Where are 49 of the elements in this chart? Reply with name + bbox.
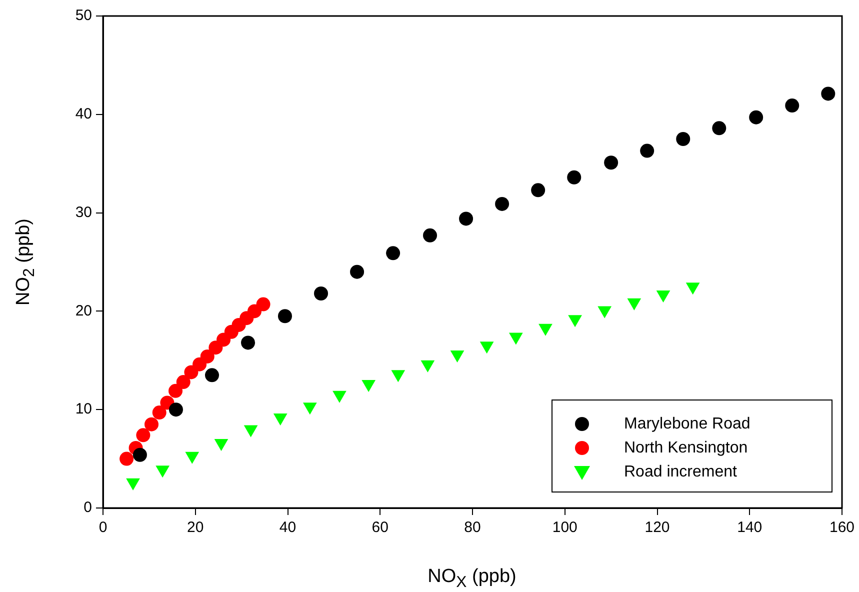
x-tick-label: 140 xyxy=(737,519,762,536)
point xyxy=(152,406,166,420)
point xyxy=(676,132,690,146)
point xyxy=(821,86,836,101)
y-tick-label: 50 xyxy=(75,7,92,24)
point xyxy=(531,183,546,198)
y-tick-label: 30 xyxy=(75,204,92,221)
point xyxy=(350,264,364,279)
point xyxy=(459,212,474,226)
point xyxy=(314,286,328,300)
x-tick-label: 60 xyxy=(372,519,388,536)
point xyxy=(423,228,438,242)
y-tick-label: 40 xyxy=(75,106,92,123)
point xyxy=(205,368,220,382)
point xyxy=(604,156,618,170)
legend-label: Road increment xyxy=(624,463,738,480)
point xyxy=(192,357,207,372)
point xyxy=(136,428,150,442)
point xyxy=(278,309,292,324)
point xyxy=(168,384,183,398)
x-tick-label: 0 xyxy=(98,519,108,536)
point xyxy=(144,417,158,432)
point xyxy=(386,246,400,260)
y-tick-label: 20 xyxy=(75,302,92,320)
x-tick-label: 100 xyxy=(552,519,578,536)
y-tick-label: 0 xyxy=(84,499,92,516)
point xyxy=(712,121,726,136)
point xyxy=(241,336,256,350)
point xyxy=(176,375,190,390)
y-tick-label: 10 xyxy=(75,400,92,418)
point xyxy=(785,98,800,113)
point xyxy=(184,365,198,380)
point xyxy=(256,297,270,312)
x-tick-label: 20 xyxy=(187,519,204,536)
x-tick-label: 160 xyxy=(829,519,855,536)
point xyxy=(640,144,654,158)
point xyxy=(567,170,582,184)
point xyxy=(132,448,147,462)
legend-label: North Kensington xyxy=(624,439,748,456)
x-tick-label: 120 xyxy=(644,519,670,536)
point xyxy=(120,452,134,466)
x-tick-label: 80 xyxy=(464,519,481,536)
point xyxy=(749,110,764,124)
x-tick-label: 40 xyxy=(279,519,296,536)
point xyxy=(495,196,510,211)
point xyxy=(200,349,214,364)
x-axis-title: NO$_{X}$ (ppb) xyxy=(428,566,516,592)
legend-label: Marylebone Road xyxy=(624,415,750,432)
point xyxy=(168,402,183,417)
